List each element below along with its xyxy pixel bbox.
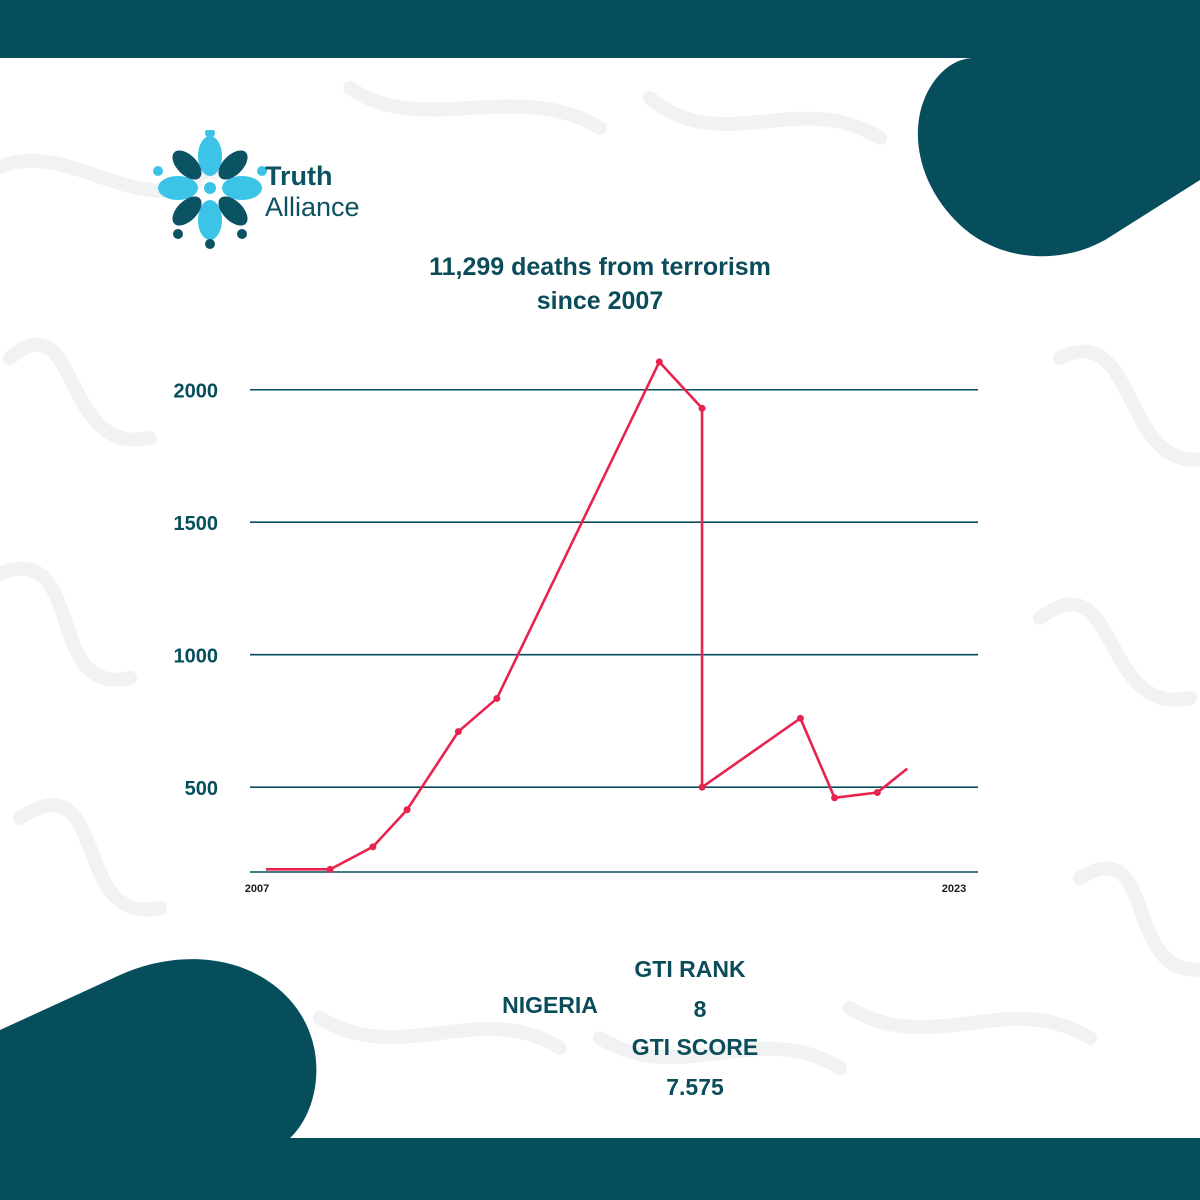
chart-title-line2: since 2007 (536, 287, 664, 315)
data-point-8 (698, 783, 706, 791)
gti-score-value: 7.575 (666, 1074, 724, 1100)
data-point-2 (369, 843, 377, 851)
data-point-5 (493, 694, 501, 702)
chart-title-line1: 11,299 deaths from terrorism (429, 253, 771, 281)
y-tick-label-500: 500 (185, 778, 218, 800)
data-point-9 (796, 714, 804, 722)
data-point-10 (831, 794, 839, 802)
y-tick-label-2000: 2000 (174, 381, 219, 403)
series-line (266, 360, 909, 871)
brand-name-line1: Truth (265, 161, 333, 191)
top-band (0, 0, 1200, 58)
x-tick-label-start: 2007 (245, 883, 269, 895)
truth-alliance-logo (153, 130, 267, 249)
gti-score-label: GTI SCORE (631, 1034, 759, 1060)
data-point-4 (454, 728, 462, 736)
data-point-1 (326, 865, 334, 873)
gti-rank-label: GTI RANK (634, 956, 746, 982)
country-label: NIGERIA (502, 992, 598, 1018)
brand-name-line2: Alliance (265, 192, 360, 222)
data-point-6 (655, 358, 663, 366)
data-point-11 (873, 789, 881, 797)
gti-rank-value: 8 (693, 996, 707, 1022)
y-tick-label-1000: 1000 (174, 646, 219, 668)
y-tick-label-1500: 1500 (174, 513, 219, 535)
chart-title: 11,299 deaths from terrorism since 2007 (340, 250, 860, 318)
data-point-3 (403, 806, 411, 814)
data-point-7 (698, 404, 706, 412)
x-tick-label-end: 2023 (942, 883, 966, 895)
bottom-band (0, 1138, 1200, 1200)
background-pattern (0, 81, 1200, 1075)
line-chart: 500 1000 1500 2000 2007 2023 (174, 358, 978, 895)
